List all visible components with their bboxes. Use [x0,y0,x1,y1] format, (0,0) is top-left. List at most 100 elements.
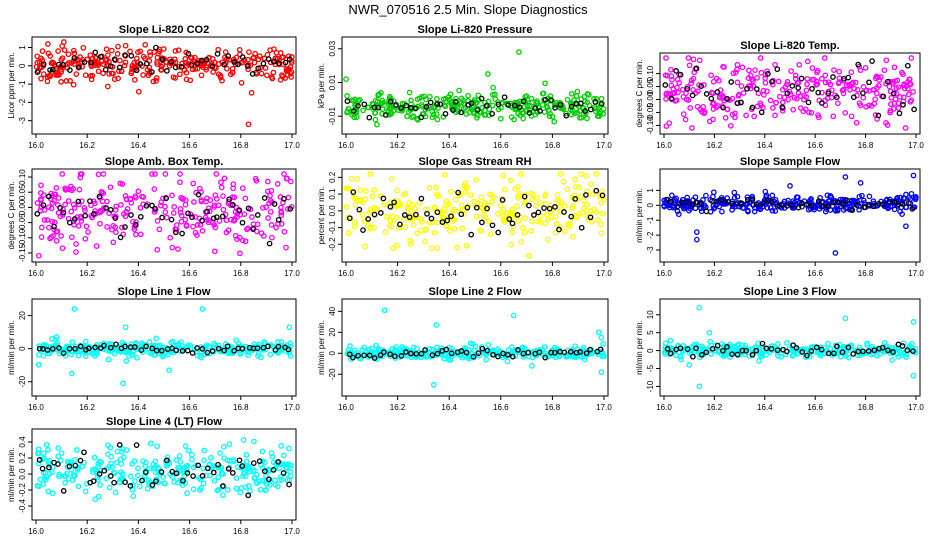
mean-point [138,347,145,353]
data-point [117,57,123,64]
data-point [663,55,669,61]
y-tick-label: -0.15 [18,243,27,262]
mean-point [96,471,103,477]
data-point [80,44,87,51]
data-point [881,67,888,74]
data-point [685,55,692,61]
data-point [190,464,197,471]
data-point [801,96,807,103]
data-point [840,207,847,213]
mean-point [845,74,852,81]
mean-point [231,59,237,65]
data-point [114,51,121,57]
data-point [68,183,74,190]
mean-point [112,215,119,221]
mean-point [743,347,749,354]
data-point [809,65,816,71]
data-point [388,176,395,182]
mean-point [514,212,521,218]
data-point [860,94,867,101]
plot-frame [659,298,921,397]
data-point [573,93,580,99]
data-point [778,354,785,360]
data-point [82,207,88,214]
mean-point [366,352,373,359]
data-point [578,171,584,177]
mean-point [561,209,567,215]
mean-point [173,229,179,236]
mean-point [178,64,185,70]
data-point [169,192,175,199]
data-point [259,448,266,455]
mean-point [60,487,67,494]
data-point [185,447,192,454]
data-point [177,71,183,78]
data-point [92,200,98,207]
data-point-outlier [686,362,693,368]
data-point [409,201,416,208]
mean-point [179,230,185,237]
data-point [746,67,752,74]
data-point [240,437,247,443]
x-tick-label: 16.4 [131,403,147,412]
mean-point [239,219,246,226]
data-point [110,70,116,77]
data-point [49,218,56,225]
data-point [779,86,786,93]
data-point [40,481,47,488]
data-point [132,193,139,199]
data-point [190,180,197,187]
mean-point [387,351,393,358]
mean-point [778,202,785,208]
mean-point [117,234,124,241]
data-point [383,213,390,220]
data-point [571,110,578,117]
mean-point [464,204,471,211]
data-point [278,208,285,215]
data-point [110,239,117,246]
data-point [761,92,767,98]
mean-point [677,345,684,352]
data-point [59,43,65,49]
mean-point [387,98,394,105]
data-point [153,75,160,81]
y-tick-label: -3 [18,117,27,125]
data-point [417,216,424,222]
data-point [772,112,778,119]
data-point [281,228,288,235]
x-tick-label: 16.0 [338,403,354,412]
data-point [899,69,905,76]
data-point [689,125,695,131]
x-tick-label: 17.0 [284,527,300,536]
data-point [498,202,504,209]
mean-point [835,199,841,206]
data-point [213,171,220,177]
data-point [278,443,284,449]
mean-point [561,349,568,356]
data-point [542,193,549,199]
data-point [866,193,873,200]
data-point [226,198,232,205]
data-point [354,176,360,182]
data-point [95,171,102,178]
data-point [553,220,560,227]
data-point-outlier [120,380,126,387]
data-point [104,198,110,205]
mean-point [149,345,156,352]
y-axis-label: Licor ppm per min. [7,52,16,118]
mean-point [871,347,878,354]
data-point [394,187,400,194]
data-point [53,238,60,244]
data-point [85,229,91,235]
data-point [882,201,889,208]
data-point [561,228,568,235]
mean-point [734,100,741,106]
mean-point [215,461,221,468]
mean-point [346,215,353,222]
data-point [267,192,273,199]
data-point [423,96,429,103]
mean-point [693,199,700,206]
data-point [382,229,389,235]
data-point [91,454,98,461]
mean-point [265,56,272,63]
